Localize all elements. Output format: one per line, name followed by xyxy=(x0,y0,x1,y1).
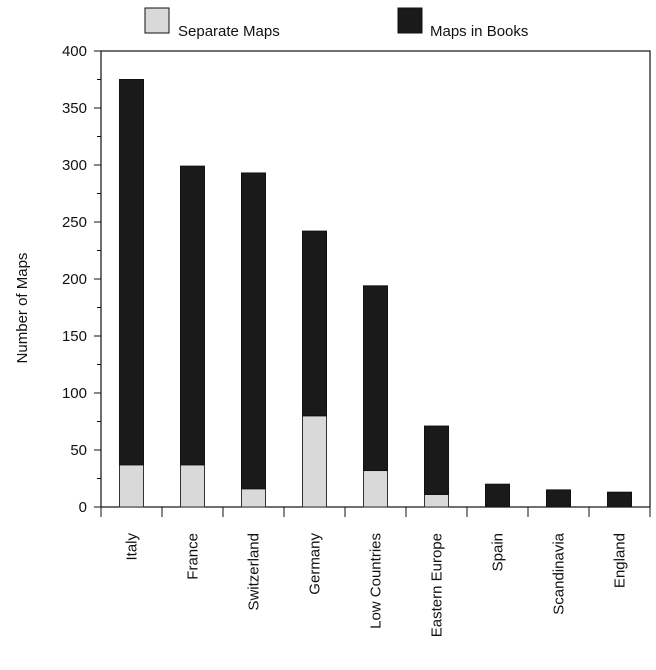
plot-area: 0 50 100 150 200 250 300 350 400 Italy France Switz… xyxy=(62,43,651,637)
y-tick-label: 50 xyxy=(70,442,87,459)
legend-label-maps-in-books: Maps in Books xyxy=(430,23,528,40)
y-tick-label: 0 xyxy=(79,499,87,516)
x-category-label: England xyxy=(612,533,629,588)
bar-maps-in-books xyxy=(546,489,571,508)
bar-maps-in-books xyxy=(424,425,449,495)
y-tick-label: 200 xyxy=(62,271,87,288)
bar-maps-in-books xyxy=(180,165,205,466)
bar-maps-in-books xyxy=(363,285,388,472)
x-category-label: Low Countries xyxy=(368,533,385,629)
bar-maps-in-books xyxy=(485,483,510,508)
y-tick-label: 250 xyxy=(62,214,87,231)
y-tick-label: 150 xyxy=(62,328,87,345)
bar-separate-maps xyxy=(241,488,266,508)
bar-separate-maps xyxy=(363,470,388,508)
bar-maps-in-books xyxy=(607,491,632,508)
x-category-label: Germany xyxy=(307,533,324,595)
x-category-label: Eastern Europe xyxy=(429,533,446,637)
y-tick-label: 100 xyxy=(62,385,87,402)
bar-separate-maps xyxy=(424,493,449,508)
x-category-label: Scandinavia xyxy=(551,532,568,614)
y-tick-label: 300 xyxy=(62,157,87,174)
y-axis-title: Number of Maps xyxy=(14,253,31,364)
legend: Separate Maps Maps in Books xyxy=(144,7,528,40)
bar-maps-in-books xyxy=(241,172,266,490)
bar-separate-maps xyxy=(180,464,205,508)
legend-label-separate-maps: Separate Maps xyxy=(178,23,280,40)
bar-separate-maps xyxy=(119,464,144,508)
x-category-label: Switzerland xyxy=(246,533,263,611)
y-tick-label: 400 xyxy=(62,43,87,60)
bar-separate-maps xyxy=(302,415,327,508)
legend-swatch-separate-maps xyxy=(144,7,170,34)
x-category-label: Italy xyxy=(124,533,141,561)
x-category-label: Spain xyxy=(490,533,507,571)
legend-swatch-maps-in-books xyxy=(397,7,423,34)
bar-maps-in-books xyxy=(119,79,144,466)
bar-maps-in-books xyxy=(302,230,327,417)
x-category-label: France xyxy=(185,533,202,580)
y-tick-label: 350 xyxy=(62,100,87,117)
